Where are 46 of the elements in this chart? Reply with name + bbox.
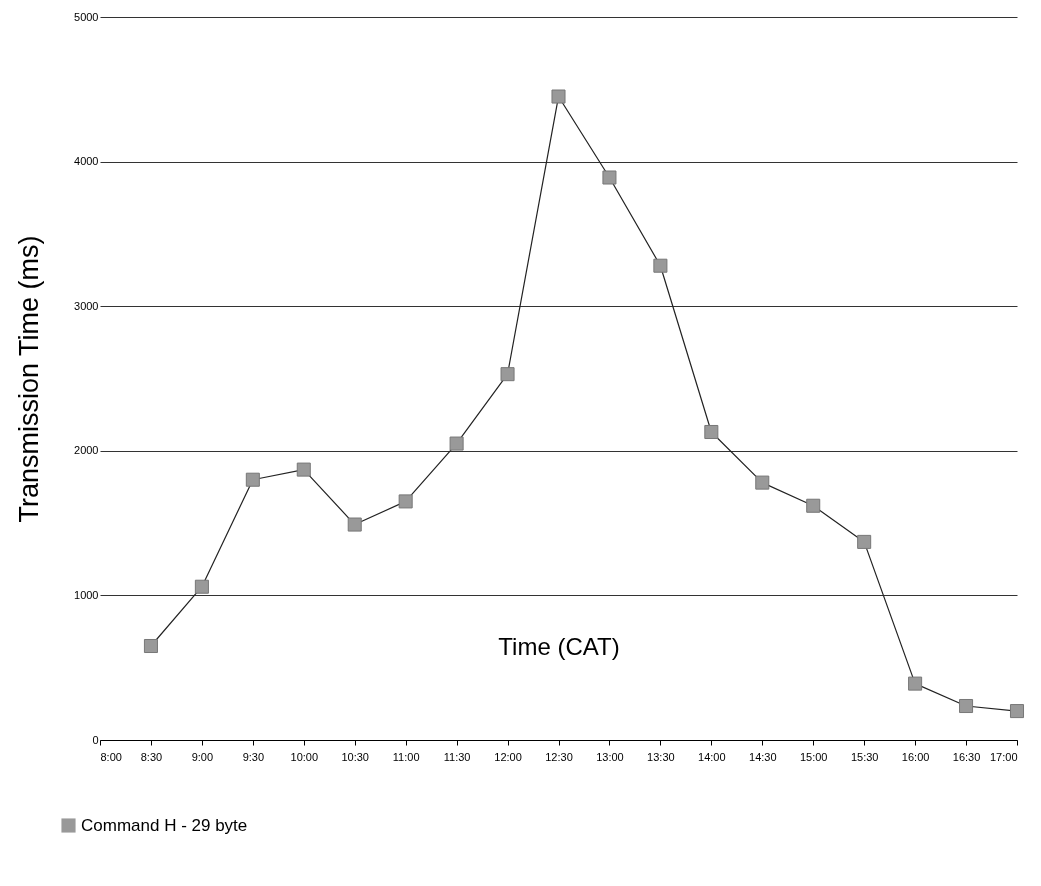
x-tick-label: 15:30 [850,750,879,763]
point [398,494,413,509]
point [857,534,872,549]
x-axis-title: Time (CAT) [498,632,620,660]
point [194,579,209,594]
x-tick-label: 16:30 [952,750,981,763]
x-tick-label: 15:00 [799,750,828,763]
x-tick-label: 14:00 [698,750,726,763]
x-tick-label: 14:30 [749,750,777,763]
y-tick-label: 4000 [74,155,99,168]
point [959,699,974,714]
point [143,638,158,654]
y-tick-label: 1000 [74,588,99,601]
x-tick-label: 17:00 [989,750,1018,763]
x-tick-label: 12:00 [494,750,522,763]
legend-label: Command H - 29 byte [81,815,248,835]
y-tick-label: 3000 [74,299,99,312]
point [806,498,821,513]
y-axis-title: Transmission Time (ms) [14,235,45,523]
x-tick-label: 10:00 [290,750,319,763]
x-tick-label: 13:30 [647,750,675,763]
y-tick-label: 2000 [74,444,99,457]
point [704,424,719,440]
point [653,258,668,273]
y-tick-label: 0 [92,733,99,746]
y-tick-label: 5000 [74,10,99,23]
point [551,89,566,104]
point [755,475,770,490]
x-tick-label: 13:00 [596,750,624,763]
point [1009,704,1025,719]
x-tick-label: 8:00 [100,750,122,763]
x-tick-label: 9:30 [242,750,265,763]
x-tick-label: 11:30 [443,750,471,763]
point [245,472,260,487]
point [500,367,515,382]
x-tick-label: 10:30 [341,750,369,763]
point [908,676,923,691]
x-tick-label: 16:00 [901,750,930,763]
point [296,462,311,477]
x-tick-label: 9:00 [191,750,214,763]
x-tick-label: 8:30 [140,750,163,763]
point [347,517,362,532]
x-tick-label: 11:00 [392,750,420,763]
point [449,436,464,451]
x-tick-label: 12:30 [545,750,573,763]
point [602,170,617,185]
